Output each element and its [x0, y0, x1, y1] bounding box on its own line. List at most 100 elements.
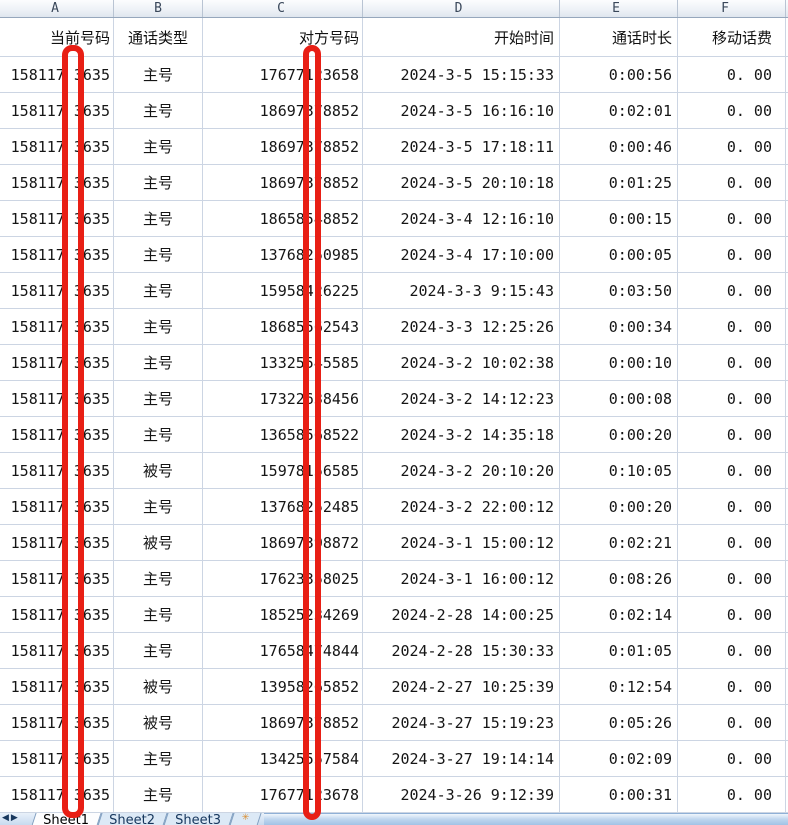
cell-b-row-21[interactable]: 主号 — [114, 777, 203, 812]
tab-sheet1[interactable]: Sheet1 — [28, 813, 102, 825]
cell-f-row-7[interactable]: 0. 00 — [678, 273, 786, 308]
cell-f-row-12[interactable]: 0. 00 — [678, 453, 786, 488]
cell-c-row-5[interactable]: 18658548852 — [203, 201, 363, 236]
tab-sheet2[interactable]: Sheet2 — [94, 813, 168, 825]
cell-f-row-10[interactable]: 0. 00 — [678, 381, 786, 416]
cell-f-row-9[interactable]: 0. 00 — [678, 345, 786, 380]
cell-a-row-4[interactable]: 158117 3635 — [0, 165, 114, 200]
cell-a-row-6[interactable]: 158117 3635 — [0, 237, 114, 272]
cell-e-row-6[interactable]: 0:00:05 — [560, 237, 678, 272]
cell-b-row-6[interactable]: 主号 — [114, 237, 203, 272]
cell-b-row-12[interactable]: 被号 — [114, 453, 203, 488]
cell-b-row-15[interactable]: 主号 — [114, 561, 203, 596]
cell-a-row-20[interactable]: 158117 3635 — [0, 741, 114, 776]
cell-c-row-10[interactable]: 17322638456 — [203, 381, 363, 416]
cell-e-row-18[interactable]: 0:12:54 — [560, 669, 678, 704]
cell-c-row-12[interactable]: 15978156585 — [203, 453, 363, 488]
cell-d-row-9[interactable]: 2024-3-2 10:02:38 — [363, 345, 560, 380]
cell-d-row-15[interactable]: 2024-3-1 16:00:12 — [363, 561, 560, 596]
cell-c-row-2[interactable]: 18697378852 — [203, 93, 363, 128]
cell-e-row-10[interactable]: 0:00:08 — [560, 381, 678, 416]
cell-a-row-16[interactable]: 158117 3635 — [0, 597, 114, 632]
cell-b-row-19[interactable]: 被号 — [114, 705, 203, 740]
cell-e-row-13[interactable]: 0:00:20 — [560, 489, 678, 524]
cell-d-row-19[interactable]: 2024-3-27 15:19:23 — [363, 705, 560, 740]
header-cell-start-time[interactable]: 开始时间 — [363, 18, 560, 56]
cell-c-row-3[interactable]: 18697378852 — [203, 129, 363, 164]
cell-e-row-3[interactable]: 0:00:46 — [560, 129, 678, 164]
cell-f-row-13[interactable]: 0. 00 — [678, 489, 786, 524]
cell-b-row-20[interactable]: 主号 — [114, 741, 203, 776]
tab-sheet3[interactable]: Sheet3 — [160, 813, 234, 825]
cell-d-row-14[interactable]: 2024-3-1 15:00:12 — [363, 525, 560, 560]
prev-sheet-icon[interactable]: ◀ — [2, 813, 9, 823]
cell-a-row-19[interactable]: 158117 3635 — [0, 705, 114, 740]
cell-d-row-2[interactable]: 2024-3-5 16:16:10 — [363, 93, 560, 128]
cell-c-row-7[interactable]: 15958426225 — [203, 273, 363, 308]
cell-d-row-11[interactable]: 2024-3-2 14:35:18 — [363, 417, 560, 452]
cell-a-row-11[interactable]: 158117 3635 — [0, 417, 114, 452]
cell-e-row-14[interactable]: 0:02:21 — [560, 525, 678, 560]
cell-a-row-2[interactable]: 158117 3635 — [0, 93, 114, 128]
cell-f-row-6[interactable]: 0. 00 — [678, 237, 786, 272]
cell-b-row-5[interactable]: 主号 — [114, 201, 203, 236]
cell-a-row-14[interactable]: 158117 3635 — [0, 525, 114, 560]
cell-b-row-1[interactable]: 主号 — [114, 57, 203, 92]
cell-c-row-6[interactable]: 13768250985 — [203, 237, 363, 272]
cell-b-row-3[interactable]: 主号 — [114, 129, 203, 164]
cell-c-row-21[interactable]: 17677123678 — [203, 777, 363, 812]
cell-a-row-7[interactable]: 158117 3635 — [0, 273, 114, 308]
cell-a-row-9[interactable]: 158117 3635 — [0, 345, 114, 380]
cell-f-row-4[interactable]: 0. 00 — [678, 165, 786, 200]
cell-a-row-17[interactable]: 158117 3635 — [0, 633, 114, 668]
cell-c-row-19[interactable]: 18697378852 — [203, 705, 363, 740]
header-cell-call-type[interactable]: 通话类型 — [114, 18, 203, 56]
cell-f-row-11[interactable]: 0. 00 — [678, 417, 786, 452]
cell-a-row-5[interactable]: 158117 3635 — [0, 201, 114, 236]
column-header-D[interactable]: D — [363, 0, 560, 17]
cell-a-row-8[interactable]: 158117 3635 — [0, 309, 114, 344]
cell-d-row-7[interactable]: 2024-3-3 9:15:43 — [363, 273, 560, 308]
cell-a-row-18[interactable]: 158117 3635 — [0, 669, 114, 704]
cell-c-row-20[interactable]: 13425557584 — [203, 741, 363, 776]
header-cell-other-number[interactable]: 对方号码 — [203, 18, 363, 56]
cell-e-row-21[interactable]: 0:00:31 — [560, 777, 678, 812]
cell-f-row-2[interactable]: 0. 00 — [678, 93, 786, 128]
cell-b-row-4[interactable]: 主号 — [114, 165, 203, 200]
cell-d-row-4[interactable]: 2024-3-5 20:10:18 — [363, 165, 560, 200]
cell-f-row-18[interactable]: 0. 00 — [678, 669, 786, 704]
column-header-C[interactable]: C — [203, 0, 363, 17]
cell-f-row-8[interactable]: 0. 00 — [678, 309, 786, 344]
header-cell-current-number[interactable]: 当前号码 — [0, 18, 114, 56]
cell-e-row-11[interactable]: 0:00:20 — [560, 417, 678, 452]
cell-d-row-10[interactable]: 2024-3-2 14:12:23 — [363, 381, 560, 416]
cell-a-row-10[interactable]: 158117 3635 — [0, 381, 114, 416]
horizontal-scrollbar[interactable] — [263, 813, 788, 825]
cell-e-row-7[interactable]: 0:03:50 — [560, 273, 678, 308]
cell-a-row-12[interactable]: 158117 3635 — [0, 453, 114, 488]
next-sheet-icon[interactable]: ▶ — [10, 813, 18, 823]
cell-e-row-12[interactable]: 0:10:05 — [560, 453, 678, 488]
cell-d-row-21[interactable]: 2024-3-26 9:12:39 — [363, 777, 560, 812]
cell-d-row-18[interactable]: 2024-2-27 10:25:39 — [363, 669, 560, 704]
cell-e-row-1[interactable]: 0:00:56 — [560, 57, 678, 92]
cell-e-row-19[interactable]: 0:05:26 — [560, 705, 678, 740]
cell-b-row-14[interactable]: 被号 — [114, 525, 203, 560]
cell-c-row-18[interactable]: 13958265852 — [203, 669, 363, 704]
cell-f-row-20[interactable]: 0. 00 — [678, 741, 786, 776]
cell-c-row-4[interactable]: 18697378852 — [203, 165, 363, 200]
cell-f-row-5[interactable]: 0. 00 — [678, 201, 786, 236]
cell-a-row-15[interactable]: 158117 3635 — [0, 561, 114, 596]
cell-e-row-20[interactable]: 0:02:09 — [560, 741, 678, 776]
column-header-F[interactable]: F — [678, 0, 786, 17]
cell-b-row-11[interactable]: 主号 — [114, 417, 203, 452]
cell-d-row-1[interactable]: 2024-3-5 15:15:33 — [363, 57, 560, 92]
cell-f-row-16[interactable]: 0. 00 — [678, 597, 786, 632]
cell-c-row-13[interactable]: 13768252485 — [203, 489, 363, 524]
cell-c-row-1[interactable]: 17677123658 — [203, 57, 363, 92]
cell-b-row-13[interactable]: 主号 — [114, 489, 203, 524]
cell-c-row-11[interactable]: 13658568522 — [203, 417, 363, 452]
cell-b-row-9[interactable]: 主号 — [114, 345, 203, 380]
cell-d-row-8[interactable]: 2024-3-3 12:25:26 — [363, 309, 560, 344]
cell-f-row-1[interactable]: 0. 00 — [678, 57, 786, 92]
